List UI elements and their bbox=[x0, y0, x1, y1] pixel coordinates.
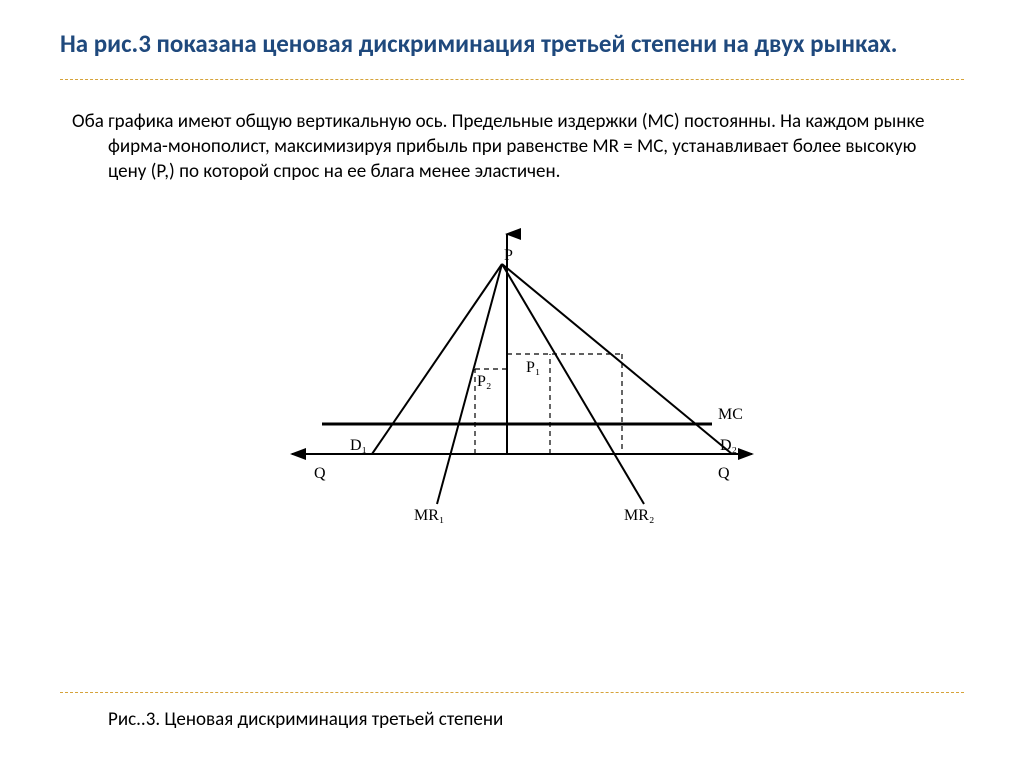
figure-caption: Рис..3. Ценовая дискриминация третьей ст… bbox=[108, 708, 503, 731]
svg-text:P₁: P₁ bbox=[526, 359, 540, 376]
divider-bottom bbox=[60, 692, 964, 693]
svg-text:MR₂: MR₂ bbox=[624, 507, 654, 524]
slide: На рис.3 показана ценовая дискриминация … bbox=[0, 0, 1024, 767]
body-paragraph: Оба графика имеют общую вертикальную ось… bbox=[60, 110, 950, 184]
economics-diagram: P P₁ P₂ MC D₁ D₂ MR₁ MR₂ Q Q bbox=[252, 214, 772, 534]
svg-text:D₂: D₂ bbox=[720, 437, 737, 454]
svg-text:MR₁: MR₁ bbox=[414, 507, 444, 524]
svg-text:D₁: D₁ bbox=[350, 437, 367, 454]
svg-text:P₂: P₂ bbox=[477, 373, 491, 390]
divider-top bbox=[60, 79, 964, 80]
svg-text:Q: Q bbox=[314, 465, 326, 482]
svg-text:MC: MC bbox=[718, 406, 743, 423]
svg-text:P: P bbox=[504, 247, 513, 264]
svg-text:Q: Q bbox=[718, 465, 730, 482]
slide-title: На рис.3 показана ценовая дискриминация … bbox=[60, 28, 964, 59]
diagram-container: P P₁ P₂ MC D₁ D₂ MR₁ MR₂ Q Q bbox=[60, 214, 964, 544]
